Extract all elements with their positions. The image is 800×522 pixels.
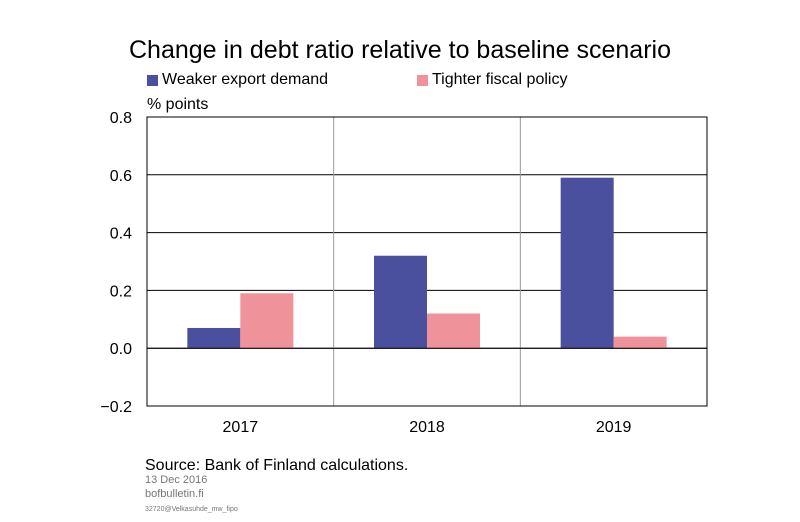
bar-export-2018 (374, 255, 427, 349)
chart-title: Change in debt ratio relative to baselin… (128, 36, 671, 64)
bar-export-2017 (187, 327, 241, 349)
source-note: Source: Bank of Finland calculations. (145, 457, 409, 474)
legend-swatch-fiscal (417, 74, 428, 86)
y-axis-unit: % points (147, 96, 209, 113)
y-tick-label: 0.4 (110, 226, 132, 243)
chart-code: 32720@Velkasuhde_mw_fipo (145, 506, 238, 513)
legend-item-fiscal: Tighter fiscal policy (417, 71, 567, 89)
y-tick-label: 0.0 (110, 341, 132, 358)
y-tick-label: −0.2 (100, 399, 132, 416)
plot-frame (146, 116, 708, 407)
bar-fiscal-2018 (427, 313, 480, 349)
bar-fiscal-2017 (240, 293, 294, 349)
publish-date: 13 Dec 2016 (145, 474, 208, 486)
site-url: bofbulletin.fi (145, 488, 204, 500)
bar-export-2019 (560, 177, 614, 349)
bar-fiscal-2019 (613, 336, 667, 349)
legend-item-export: Weaker export demand (147, 71, 328, 89)
y-tick-label: 0.6 (110, 168, 132, 185)
bar-chart: 0.8 0.6 0.4 0.2 0.0 −0.2 2017 2018 2019 (100, 110, 708, 436)
x-tick-label: 2019 (596, 419, 632, 436)
y-tick-label: 0.8 (110, 110, 132, 127)
legend-swatch-export (147, 74, 158, 86)
legend-label-fiscal: Tighter fiscal policy (432, 71, 568, 88)
x-tick-label: 2017 (223, 419, 259, 436)
x-tick-label: 2018 (409, 419, 445, 436)
legend-label-export: Weaker export demand (162, 71, 329, 88)
y-tick-label: 0.2 (110, 283, 132, 300)
